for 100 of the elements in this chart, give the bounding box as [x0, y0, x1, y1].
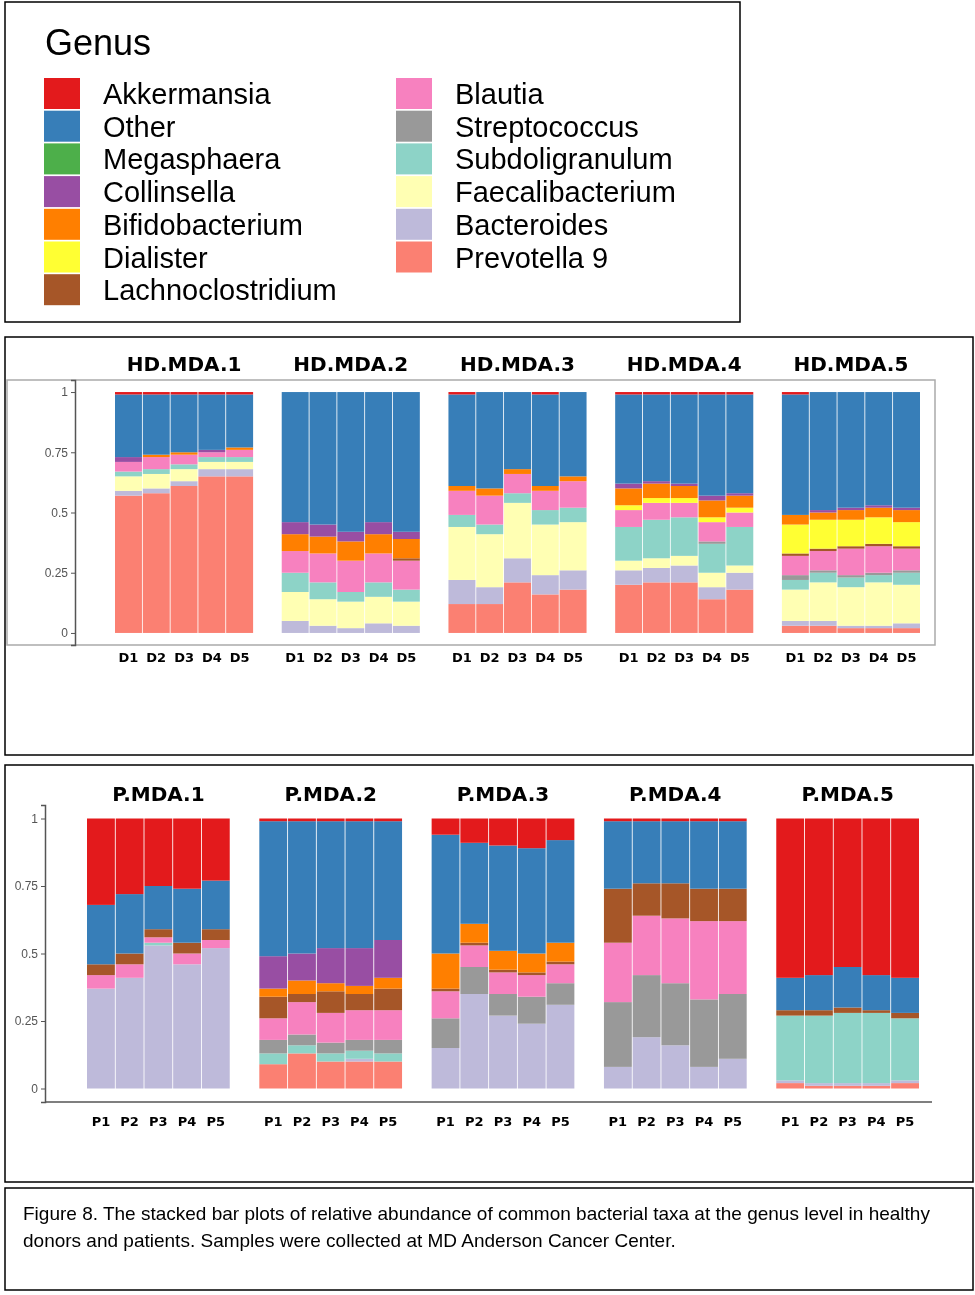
x-tick-label: P2	[809, 1114, 829, 1129]
bar	[642, 481, 670, 484]
text: HD.MDA.5	[793, 352, 909, 376]
bar	[726, 493, 754, 496]
x-tick-label: D2	[646, 650, 667, 665]
x-tick-label: D1	[785, 650, 806, 665]
bar	[809, 570, 837, 573]
bar	[288, 1045, 316, 1054]
legend-label: Blautia	[455, 78, 545, 110]
x-tick-label: P2	[464, 1114, 484, 1129]
x-tick-label: P5	[551, 1114, 570, 1129]
bar	[259, 1053, 288, 1065]
x-tick-label: D2	[479, 650, 500, 665]
x-tick-label: P3	[666, 1114, 685, 1129]
bar	[559, 476, 587, 482]
x-tick-label: P3	[493, 1114, 513, 1129]
annotation: P.MDA.1	[112, 782, 205, 806]
x-tick-label: D3	[340, 650, 361, 665]
bar	[170, 464, 198, 470]
x-tick-label: P4	[522, 1114, 542, 1129]
text: HD.MDA.4	[626, 352, 742, 376]
x-tick-label: P3	[321, 1114, 340, 1129]
bar	[698, 517, 726, 523]
text: HD.MDA.2	[293, 352, 409, 376]
x-tick-label: P5	[723, 1114, 743, 1129]
y-tick-label: 0	[61, 626, 69, 641]
x-tick-label: D3	[507, 650, 528, 665]
legend-label: Megasphaera	[103, 143, 282, 176]
x-tick-label: D2	[146, 650, 167, 665]
x-tick-label: D5	[896, 650, 917, 665]
x-tick-label: D4	[868, 650, 889, 665]
x-tick-label: P4	[350, 1114, 369, 1129]
x-tick-label: D1	[618, 650, 639, 665]
bar	[837, 575, 865, 578]
x-tick-label: D1	[452, 650, 472, 665]
caption: Figure 8. The stacked bar plots of relative abundance of common bacterial taxa at the genus level in healthy donors and patients. Samples were collected at MD Anderson Cancer Center.	[23, 1203, 931, 1251]
annotation: P.MDA.2	[284, 782, 377, 806]
x-tick-label: D5	[396, 650, 417, 665]
bar	[226, 447, 254, 450]
bar	[531, 486, 559, 491]
bar	[460, 945, 489, 967]
bar	[170, 452, 198, 455]
x-tick-label: P1	[436, 1114, 455, 1129]
bar	[893, 546, 920, 549]
x-tick-label: D3	[174, 650, 194, 665]
annotation: P.MDA.4	[629, 782, 722, 806]
x-tick-label: P5	[378, 1114, 398, 1129]
bar	[460, 923, 489, 943]
y-tick-label: 1	[61, 385, 69, 400]
y-tick-label: 0.5	[51, 505, 69, 520]
x-tick-label: D4	[535, 650, 556, 665]
legend-label: Other	[103, 110, 176, 143]
legend-label: Faecalibacterium	[455, 176, 676, 209]
bar	[865, 505, 893, 508]
x-tick-label: D3	[841, 650, 861, 665]
bar	[144, 929, 173, 938]
bar	[144, 937, 173, 943]
bar	[431, 1018, 460, 1048]
x-tick-label: P2	[292, 1114, 312, 1129]
bar	[726, 565, 754, 573]
bar	[504, 469, 531, 474]
x-tick-label: P2	[637, 1114, 656, 1129]
x-tick-label: D5	[229, 650, 250, 665]
bar	[201, 929, 230, 940]
x-tick-label: P4	[694, 1114, 714, 1129]
bar	[698, 572, 726, 588]
text: HD.MDA.3	[460, 352, 575, 376]
bar	[615, 505, 643, 511]
bar	[698, 541, 726, 544]
x-tick-label: D1	[118, 650, 139, 665]
bar	[201, 940, 230, 949]
legend-label: Streptococcus	[455, 110, 639, 143]
legend-label: Prevotella 9	[455, 241, 609, 274]
legend-label: Bacteroides	[455, 208, 609, 241]
x-tick-label: P1	[780, 1114, 800, 1129]
x-tick-label: P3	[149, 1114, 168, 1129]
x-tick-label: P4	[177, 1114, 197, 1129]
x-tick-label: D4	[368, 650, 389, 665]
bar	[891, 1080, 919, 1084]
bar	[170, 481, 198, 486]
legend-label: Lachnoclostridium	[103, 274, 337, 307]
y-tick-label: 0.25	[44, 566, 69, 581]
bar	[87, 964, 115, 976]
legend-label: Dialister	[103, 241, 209, 274]
x-tick-label: P1	[263, 1114, 283, 1129]
x-tick-label: P1	[608, 1114, 628, 1129]
bar	[345, 1058, 374, 1062]
bar	[891, 1012, 919, 1019]
x-tick-label: D5	[563, 650, 583, 665]
bar	[517, 972, 546, 976]
x-tick-label: D2	[313, 650, 333, 665]
bar	[726, 507, 754, 513]
y-tick-label: 0.75	[44, 445, 69, 460]
legend-title: Genus	[45, 22, 152, 63]
annotation: P.MDA.5	[801, 782, 894, 806]
bar	[809, 510, 837, 513]
bar	[460, 967, 489, 994]
legend-label: Bifidobacterium	[103, 208, 303, 241]
bar	[837, 546, 865, 549]
bar	[392, 558, 420, 561]
